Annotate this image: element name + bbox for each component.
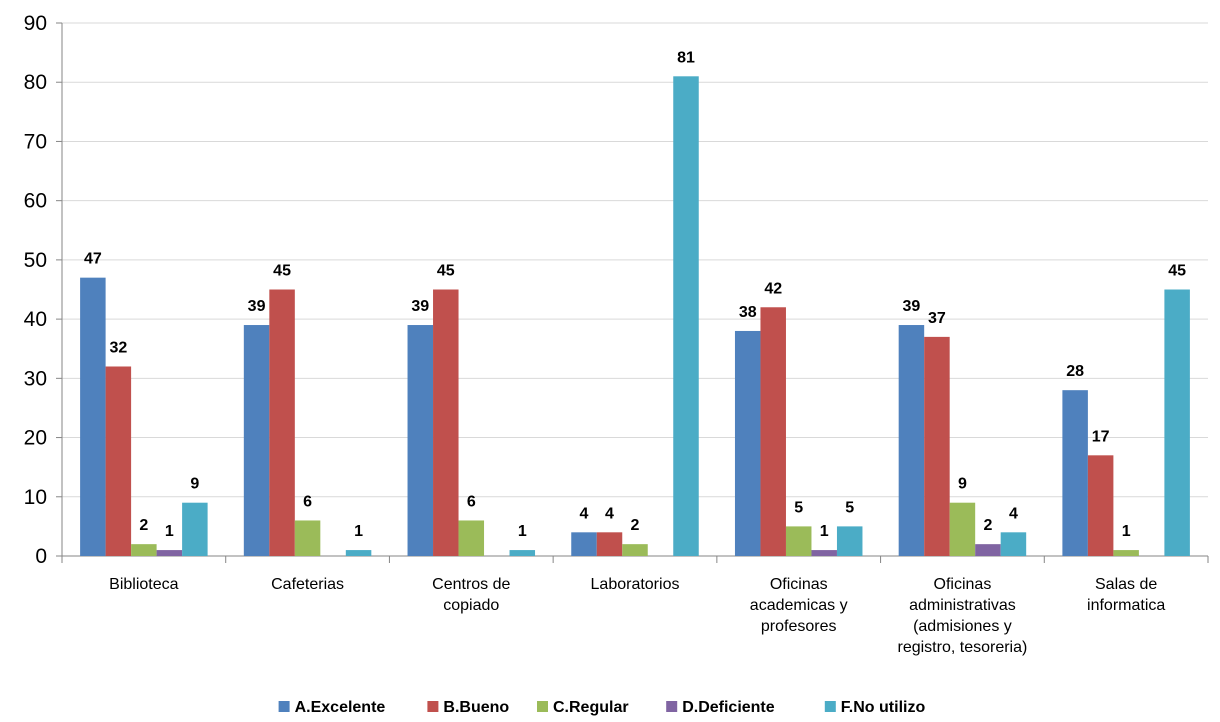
bar [1164,289,1190,556]
data-label: 2 [139,517,148,534]
data-label: 37 [928,310,946,327]
bar [673,76,699,557]
bar [105,366,132,556]
bar [734,330,761,556]
data-label: 4 [580,505,589,522]
data-label: 38 [739,304,757,321]
y-tick-label: 60 [24,190,47,213]
data-label: 1 [165,523,174,540]
bar [760,307,786,556]
x-category-label: Salas de informatica [1087,576,1165,614]
legend-label: B.Bueno [443,699,509,716]
bar [509,550,536,556]
bar [898,325,925,556]
bar [407,325,434,556]
y-tick-label: 0 [35,545,47,568]
bar [458,520,485,556]
bar [182,502,208,556]
bar [596,532,623,556]
bar [156,550,183,556]
x-category-label: Oficinas academicas y profesores [750,576,848,635]
bar [1000,532,1027,556]
bar [1087,455,1114,556]
x-category-label: Laboratorios [591,576,680,593]
data-label: 6 [303,493,312,510]
data-label: 1 [354,523,363,540]
x-category-label: Centros de copiado [432,576,510,614]
data-label: 39 [411,298,429,315]
legend-label: F.No utilizo [841,699,926,716]
data-label: 4 [605,505,614,522]
data-label: 45 [1168,263,1186,280]
data-label: 6 [467,493,476,510]
data-label: 5 [794,499,803,516]
data-label: 17 [1092,428,1110,445]
y-tick-label: 10 [24,486,47,509]
bar [924,336,950,556]
legend-swatch [427,701,439,712]
data-label: 2 [631,517,640,534]
y-tick-label: 80 [24,71,47,94]
bar [1062,390,1088,556]
bar [269,289,295,556]
bar [345,550,372,556]
data-label: 1 [1122,523,1131,540]
bar [243,325,270,556]
bar [131,544,157,556]
data-label: 42 [764,280,782,297]
bar [571,532,597,556]
data-label: 9 [190,476,199,493]
y-tick-label: 40 [24,308,47,331]
data-label: 45 [437,263,455,280]
data-label: 28 [1066,363,1084,380]
x-category-label: Biblioteca [109,576,178,593]
y-tick-label: 30 [24,367,47,390]
data-label: 5 [845,499,854,516]
legend-swatch [824,701,836,712]
bar [785,526,812,556]
x-category-label: Oficinas administrativas (admisiones y regi… [898,576,1028,656]
x-category-label: Cafeterias [271,576,344,593]
data-label: 4 [1009,505,1018,522]
data-label: 47 [84,251,102,268]
bar [811,550,837,556]
legend-label: C.Regular [553,699,629,716]
y-tick-label: 20 [24,427,47,450]
bar [1113,550,1139,556]
bar [975,544,1001,556]
y-tick-label: 70 [24,130,47,153]
data-label: 45 [273,263,291,280]
data-label: 1 [518,523,527,540]
bar [622,544,648,556]
bar [80,277,106,556]
data-label: 32 [109,339,127,356]
data-label: 81 [677,49,695,66]
bar [836,526,863,556]
data-label: 2 [983,517,992,534]
legend-label: A.Excelente [295,699,386,716]
legend-label: D.Deficiente [682,699,775,716]
y-tick-label: 90 [24,12,47,35]
data-label: 39 [903,298,921,315]
bar [949,502,976,556]
legend-swatch [537,701,548,712]
bar [433,289,459,556]
legend-swatch [666,701,678,712]
data-label: 1 [820,523,829,540]
data-label: 39 [248,298,266,315]
y-tick-label: 50 [24,249,47,272]
data-label: 9 [958,476,967,493]
bar [294,520,321,556]
legend-swatch [278,701,290,712]
